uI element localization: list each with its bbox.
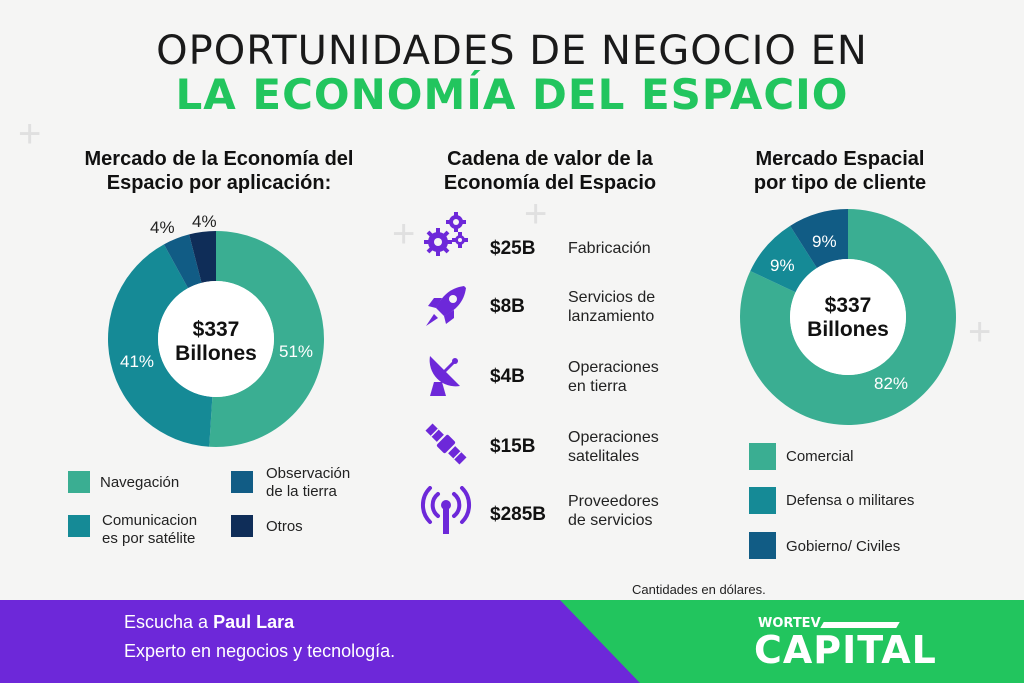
gears-icon bbox=[424, 212, 468, 256]
plus-decoration: + bbox=[392, 212, 416, 256]
donut-slice-observación-de-la-tierra bbox=[163, 234, 202, 289]
footer-subtitle: Experto en negocios y tecnología. bbox=[124, 641, 396, 661]
chart3-label-9a: 9% bbox=[770, 256, 795, 275]
value-chain-label: Operaciones en tierra bbox=[568, 358, 659, 396]
legend-text: Comunicacion bbox=[102, 512, 198, 529]
value-chain-label-line: Fabricación bbox=[568, 240, 651, 257]
donut-slice-comercial bbox=[740, 209, 956, 425]
chart3-center-value: $337 bbox=[824, 294, 872, 317]
footer-purple-panel bbox=[0, 600, 640, 683]
legend-swatch-defensa bbox=[749, 487, 776, 514]
value-chain-amount: $285B bbox=[490, 504, 546, 525]
value-chain-label: Proveedores de servicios bbox=[568, 492, 659, 530]
value-chain-amount: $15B bbox=[490, 436, 536, 457]
page-title-line1: OPORTUNIDADES DE NEGOCIO EN bbox=[156, 28, 868, 74]
footer-listen-prefix: Escucha a bbox=[124, 612, 214, 632]
client-type-donut-chart bbox=[740, 209, 956, 425]
chart1-label-4b: 4% bbox=[192, 212, 217, 231]
value-chain-label: Fabricación bbox=[568, 239, 651, 258]
legend-swatch-otros bbox=[231, 515, 253, 537]
satellite-dish-icon bbox=[429, 356, 460, 396]
footer-listen-text: Escucha a Paul Lara bbox=[124, 612, 294, 633]
value-chain-title-line1: Cadena de valor de la bbox=[447, 148, 653, 170]
logo-wortev: WORTEV bbox=[758, 616, 821, 631]
value-chain-title: Cadena de valor de la Economía del Espac… bbox=[400, 147, 700, 195]
chart3-label-9b: 9% bbox=[812, 232, 837, 251]
donut-slice-gobierno-civiles bbox=[790, 209, 848, 269]
value-chain-row: $25B Fabricación bbox=[420, 208, 720, 268]
value-chain-label-line: Servicios de bbox=[568, 289, 656, 306]
footer-speaker-name: Paul Lara bbox=[213, 612, 295, 632]
value-chain-label: Operaciones satelitales bbox=[568, 428, 659, 466]
chart1-center-label: $337 Billones bbox=[156, 318, 276, 366]
legend-text: de la tierra bbox=[266, 483, 337, 500]
legend-label-gobierno: Gobierno/ Civiles bbox=[786, 538, 901, 555]
legend-label-observacion: Observación de la tierra bbox=[266, 465, 350, 501]
application-donut-chart bbox=[107, 231, 325, 447]
legend-label-defensa: Defensa o militares bbox=[786, 492, 915, 509]
currency-footnote: Cantidades en dólares. bbox=[632, 582, 766, 597]
legend-text: Otros bbox=[266, 518, 303, 535]
value-chain-label-line: de servicios bbox=[568, 512, 653, 529]
chart1-center-value: $337 bbox=[192, 318, 240, 341]
satellite-icon bbox=[425, 423, 467, 465]
plus-decoration: + bbox=[18, 112, 42, 156]
legend-swatch-comunicaciones bbox=[68, 515, 90, 537]
value-chain-amount: $4B bbox=[490, 366, 525, 387]
legend-label-navegacion: Navegación bbox=[100, 474, 179, 492]
donut-slice-otros bbox=[189, 231, 216, 283]
value-chain-label-line: Operaciones bbox=[568, 359, 659, 376]
chart3-title-line2: por tipo de cliente bbox=[753, 172, 927, 194]
chart3-center-unit: Billones bbox=[807, 318, 889, 341]
legend-label-comercial: Comercial bbox=[786, 448, 854, 465]
legend-label-otros: Otros bbox=[266, 518, 303, 536]
value-chain-row: $8B Servicios de lanzamiento bbox=[420, 280, 720, 340]
value-chain-amount: $25B bbox=[490, 238, 536, 259]
legend-label-comunicaciones: Comunicacion es por satélite bbox=[102, 512, 197, 548]
chart1-title-line1: Mercado de la Economía del bbox=[84, 148, 354, 170]
value-chain-amount: $8B bbox=[490, 296, 525, 317]
chart1-label-51: 51% bbox=[279, 342, 314, 361]
value-chain-label-line: en tierra bbox=[568, 378, 627, 395]
value-chain-row: $285B Proveedores de servicios bbox=[420, 486, 720, 546]
value-chain-label-line: Proveedores bbox=[568, 493, 659, 510]
plus-decoration: + bbox=[524, 192, 548, 236]
legend-swatch-observacion bbox=[231, 471, 253, 493]
chart3-title-line1: Mercado Espacial bbox=[755, 148, 925, 170]
value-chain-title-line2: Economía del Espacio bbox=[443, 172, 657, 194]
value-chain-label-line: lanzamiento bbox=[568, 308, 655, 325]
donut-hole bbox=[158, 281, 274, 397]
logo-capital: CAPITAL bbox=[754, 628, 937, 672]
legend-swatch-navegacion bbox=[68, 471, 90, 493]
legend-text: Navegación bbox=[100, 474, 180, 491]
donut-slice-comunicaciones-por-satélite bbox=[107, 244, 213, 447]
chart3-title: Mercado Espacial por tipo de cliente bbox=[720, 147, 960, 195]
antenna-icon bbox=[420, 486, 472, 534]
plus-decoration: + bbox=[968, 310, 992, 354]
legend-text: es por satélite bbox=[102, 530, 196, 547]
chart1-title: Mercado de la Economía del Espacio por a… bbox=[62, 147, 376, 195]
chart3-center-label: $337 Billones bbox=[788, 294, 908, 342]
chart1-label-4a: 4% bbox=[150, 218, 175, 237]
donut-slice-navegación bbox=[209, 231, 325, 447]
value-chain-row: $4B Operaciones en tierra bbox=[420, 348, 720, 408]
value-chain-label: Servicios de lanzamiento bbox=[568, 288, 655, 326]
legend-text: Observación bbox=[266, 465, 351, 482]
rocket-icon bbox=[426, 286, 466, 326]
legend-swatch-gobierno bbox=[749, 532, 776, 559]
donut-hole bbox=[790, 259, 906, 375]
value-chain-label-line: satelitales bbox=[568, 448, 640, 465]
chart1-center-unit: Billones bbox=[175, 342, 257, 365]
page-title-line2: LA ECONOMÍA DEL ESPACIO bbox=[175, 70, 849, 119]
chart1-title-line2: Espacio por aplicación: bbox=[106, 172, 332, 194]
value-chain-label-line: Operaciones bbox=[568, 429, 659, 446]
value-chain-row: $15B Operaciones satelitales bbox=[420, 418, 720, 478]
donut-slice-defensa-o-militares bbox=[750, 225, 817, 293]
chart1-label-41: 41% bbox=[120, 352, 155, 371]
chart3-label-82: 82% bbox=[874, 374, 909, 393]
legend-swatch-comercial bbox=[749, 443, 776, 470]
